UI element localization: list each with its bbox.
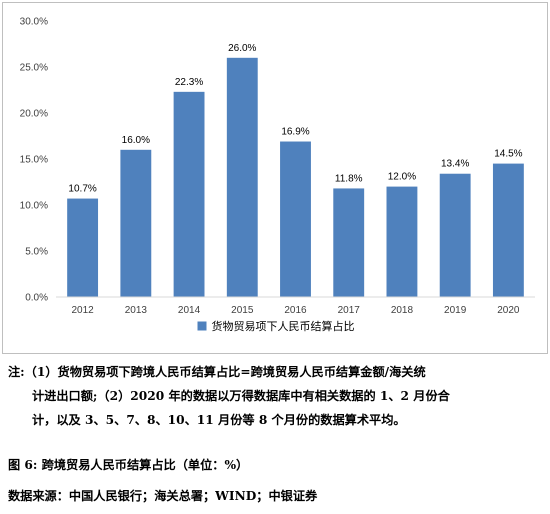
x-tick-label: 2016 (284, 305, 307, 316)
legend: 货物贸易项下人民币结算占比 (197, 319, 355, 333)
y-tick-label: 15.0% (20, 155, 48, 166)
y-tick-label: 20.0% (20, 109, 48, 120)
x-tick-label: 2012 (71, 305, 94, 316)
bar-2017 (333, 188, 365, 297)
chart-container: 0.0% 5.0% 10.0% 15.0% 20.0% 25.0% 30.0% 10.7% 1… (2, 2, 548, 354)
x-tick-label: 2014 (178, 305, 201, 316)
y-tick-label: 0.0% (25, 293, 48, 304)
data-label-2014: 22.3% (175, 77, 203, 88)
x-axis: 2012 2013 2014 2015 2016 2017 2018 2019 2020 (56, 296, 535, 316)
data-label-2019: 13.4% (441, 159, 469, 170)
data-label-2016: 16.9% (281, 127, 309, 138)
bar-2015 (226, 57, 258, 297)
figure-caption: 图 6: 跨境贸易人民币结算占比（单位：%） (8, 458, 249, 472)
bar-2014 (173, 91, 205, 297)
bar-2020 (492, 163, 524, 297)
data-label-2018: 12.0% (388, 172, 416, 183)
y-tick-label: 30.0% (20, 17, 48, 28)
y-tick-label: 5.0% (25, 247, 48, 258)
data-label-2020: 14.5% (494, 149, 522, 160)
x-tick-label: 2015 (231, 305, 254, 316)
bars: 10.7% 16.0% 22.3% 26.0% 16.9% 11.8% 12.0% 13.4%… (67, 43, 524, 297)
y-tick-label: 10.0% (20, 201, 48, 212)
x-tick-label: 2013 (125, 305, 148, 316)
data-label-2015: 26.0% (228, 43, 256, 54)
chart-note: 注:（1）货物贸易项下跨境人民币结算占比=跨境贸易人民币结算金额/海关统 计进出… (8, 360, 546, 432)
bar-2016 (280, 141, 311, 297)
bar-2018 (386, 186, 418, 297)
bar-chart: 0.0%5.0%10.0%15.0%20.0%25.0%30.0% 10.7%1… (20, 17, 535, 333)
note-line-3: 计，以及 3、5、7、8、10、11 月份等 8 个月份的数据算术平均。 (32, 413, 406, 427)
x-tick-label: 2020 (497, 305, 520, 316)
x-tick-label: 2018 (391, 305, 414, 316)
bar-2019 (439, 173, 471, 297)
note-line-2: 计进出口额;（2）2020 年的数据以万得数据库中有相关数据的 1、2 月份合 (32, 389, 450, 403)
note-line-1: 注:（1）货物贸易项下跨境人民币结算占比=跨境贸易人民币结算金额/海关统 (8, 365, 426, 379)
y-axis: 0.0% 5.0% 10.0% 15.0% 20.0% 25.0% 30.0% (20, 17, 48, 304)
x-tick-label: 2017 (338, 305, 361, 316)
legend-label: 货物贸易项下人民币结算占比 (212, 319, 355, 333)
data-label-2013: 16.0% (122, 135, 150, 146)
data-label-2017: 11.8% (335, 173, 363, 184)
bar-2012 (67, 198, 99, 297)
y-tick-label: 25.0% (20, 63, 48, 74)
data-source: 数据来源：中国人民银行；海关总署；WIND；中银证券 (8, 489, 318, 503)
legend-swatch (197, 321, 207, 331)
bar-2013 (120, 149, 152, 297)
x-tick-label: 2019 (444, 305, 467, 316)
data-label-2012: 10.7% (68, 184, 96, 195)
